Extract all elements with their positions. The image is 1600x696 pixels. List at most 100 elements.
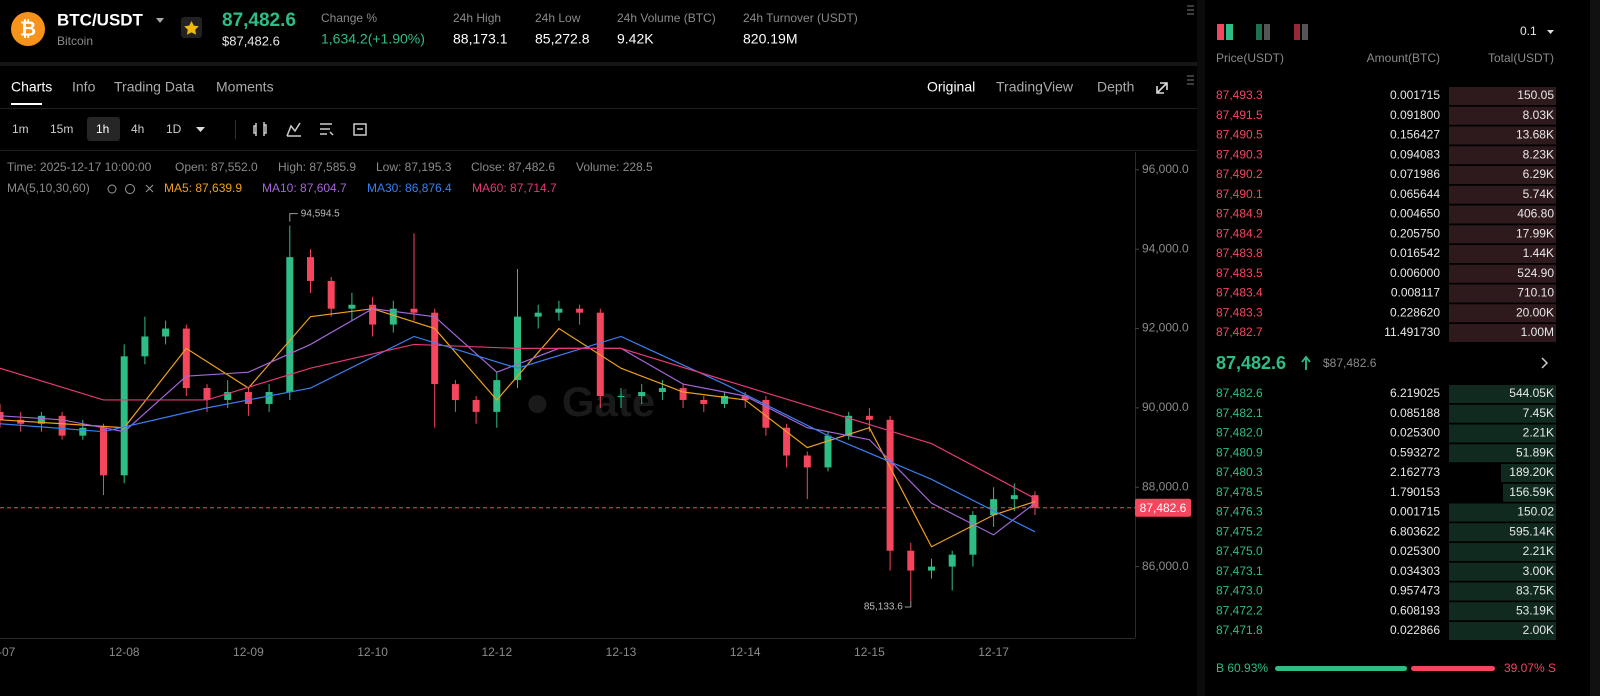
ma-eye-icon[interactable] — [107, 184, 117, 194]
ask-amount: 0.094083 — [1390, 147, 1440, 161]
candle-body — [886, 419, 894, 551]
tab[interactable]: Moments — [216, 79, 274, 95]
active-tab-underline — [11, 103, 42, 105]
interval[interactable]: 1D — [166, 122, 182, 136]
book-view-icons[interactable] — [1217, 24, 1308, 40]
view-icon[interactable] — [1226, 24, 1233, 40]
stat-label: 24h Volume (BTC) — [617, 11, 716, 25]
candle-body — [182, 328, 190, 389]
stat-value: 1,634.2(+1.90%) — [321, 31, 425, 47]
candle-body — [58, 415, 66, 436]
y-tick-label: 94,000.0 — [1142, 241, 1189, 255]
tab[interactable]: Info — [72, 79, 96, 95]
view-tab[interactable]: Original — [927, 79, 975, 95]
tab[interactable]: Charts — [11, 79, 52, 95]
view-icon[interactable] — [1217, 24, 1224, 40]
bid-price: 87,475.2 — [1216, 524, 1263, 538]
view-icon[interactable] — [1264, 24, 1270, 40]
toolbar-icons[interactable] — [253, 122, 367, 137]
candle-type-icon[interactable] — [253, 122, 267, 136]
interval[interactable]: 1h — [96, 122, 109, 136]
tab[interactable]: Trading Data — [114, 79, 195, 95]
bid-depth-bar — [1503, 483, 1556, 502]
candle-body — [348, 304, 356, 309]
book-current-fiat: $87,482.6 — [1323, 356, 1377, 370]
ask-amount: 0.016542 — [1390, 246, 1440, 260]
x-tick-label: 12-10 — [357, 645, 388, 659]
symbol-caret[interactable] — [156, 18, 164, 23]
candle-body — [265, 392, 273, 404]
symbol[interactable]: BTC/USDT — [57, 10, 144, 29]
ask-total: 17.99K — [1516, 226, 1554, 240]
coin-name: Bitcoin — [57, 34, 93, 48]
watermark: ● Gate — [525, 378, 655, 425]
ask-total: 13.68K — [1516, 128, 1554, 142]
bid-amount: 1.790153 — [1390, 485, 1440, 499]
chevron[interactable] — [1541, 357, 1549, 369]
candle-body — [79, 427, 87, 436]
settings-icon[interactable] — [320, 123, 334, 136]
candle-body — [162, 328, 170, 337]
ohlc-info: Low: 87,195.3 — [376, 160, 452, 174]
ask-amount: 0.006000 — [1390, 266, 1440, 280]
ask-price: 87,490.1 — [1216, 187, 1263, 201]
bid-amount: 6.803622 — [1390, 524, 1440, 538]
bid-depth-bar — [1449, 543, 1556, 561]
candle-body — [700, 399, 708, 404]
bid-total: 189.20K — [1509, 465, 1554, 479]
candle-body — [576, 308, 584, 313]
layout-icon[interactable] — [353, 123, 367, 136]
bid-price: 87,475.0 — [1216, 544, 1263, 558]
ask-price: 87,493.3 — [1216, 88, 1263, 102]
bid-total: 595.14K — [1509, 524, 1554, 538]
bid-depth-bar — [1449, 503, 1556, 522]
view-icon[interactable] — [1294, 24, 1300, 40]
ask-price: 87,490.5 — [1216, 128, 1263, 142]
fullscreen-icon[interactable] — [1156, 82, 1168, 94]
view-icon[interactable] — [1302, 24, 1308, 40]
interval-caret[interactable] — [196, 127, 205, 132]
bid-depth-bar — [1449, 562, 1556, 581]
view-tab[interactable]: Depth — [1097, 79, 1134, 95]
ask-depth-bar — [1449, 225, 1556, 244]
ma-close-icon[interactable] — [145, 184, 154, 193]
stat-value: 88,173.1 — [453, 31, 508, 47]
bid-amount: 6.219025 — [1390, 386, 1440, 400]
ask-price: 87,483.5 — [1216, 266, 1263, 280]
ask-depth-bar — [1449, 166, 1556, 184]
view-icon[interactable] — [1256, 24, 1262, 40]
scrollbar — [1590, 0, 1600, 696]
ohlc-info: Close: 87,482.6 — [471, 160, 555, 174]
candle-body — [369, 304, 377, 325]
candle-body — [100, 427, 107, 476]
stat-value: 820.19M — [743, 31, 797, 47]
x-tick-label: 12-17 — [978, 645, 1009, 659]
stat-label: Change % — [321, 11, 377, 25]
ma-legend-item: MA30: 86,876.4 — [367, 181, 452, 195]
sell-ratio-label: 39.07% S — [1504, 661, 1556, 675]
coin-logo — [11, 12, 45, 46]
ask-total: 20.00K — [1516, 305, 1554, 319]
precision-caret[interactable] — [1547, 30, 1554, 34]
stat-label: 24h High — [453, 11, 501, 25]
bid-price: 87,480.9 — [1216, 445, 1263, 459]
candle-body — [617, 395, 625, 397]
interval[interactable]: 4h — [131, 122, 144, 136]
stat-value: 9.42K — [617, 31, 654, 47]
ask-total: 710.10 — [1517, 286, 1554, 300]
bid-amount: 0.001715 — [1390, 505, 1440, 519]
indicator-icon[interactable] — [286, 122, 301, 137]
interval[interactable]: 15m — [50, 122, 73, 136]
ma-settings-icon[interactable] — [125, 184, 135, 194]
ask-depth-bar — [1449, 185, 1556, 204]
x-tick-label: 12-13 — [606, 645, 637, 659]
interval[interactable]: 1m — [12, 122, 29, 136]
precision[interactable]: 0.1 — [1520, 24, 1537, 38]
ask-amount: 0.228620 — [1390, 305, 1440, 319]
view-tab[interactable]: TradingView — [996, 79, 1074, 95]
buy-ratio-label: B 60.93% — [1216, 661, 1268, 675]
bid-price: 87,476.3 — [1216, 505, 1263, 519]
ask-price: 87,491.5 — [1216, 108, 1263, 122]
buy-ratio-bar — [1275, 666, 1408, 671]
ma-line — [0, 308, 1036, 548]
